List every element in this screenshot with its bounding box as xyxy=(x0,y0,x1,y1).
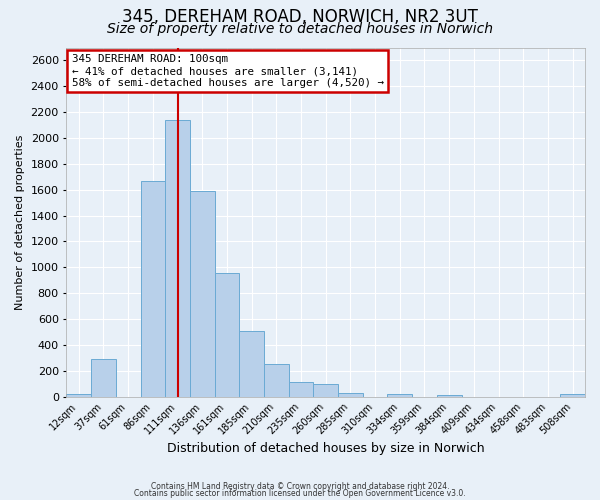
Bar xyxy=(165,120,190,396)
Bar xyxy=(239,332,264,396)
Text: Contains public sector information licensed under the Open Government Licence v3: Contains public sector information licen… xyxy=(134,490,466,498)
Text: 345 DEREHAM ROAD: 100sqm
← 41% of detached houses are smaller (3,141)
58% of sem: 345 DEREHAM ROAD: 100sqm ← 41% of detach… xyxy=(71,54,383,88)
Bar xyxy=(140,180,165,396)
Y-axis label: Number of detached properties: Number of detached properties xyxy=(15,134,25,310)
Text: 345, DEREHAM ROAD, NORWICH, NR2 3UT: 345, DEREHAM ROAD, NORWICH, NR2 3UT xyxy=(122,8,478,26)
Bar xyxy=(560,394,585,396)
Bar xyxy=(437,394,461,396)
X-axis label: Distribution of detached houses by size in Norwich: Distribution of detached houses by size … xyxy=(167,442,485,455)
Bar xyxy=(388,394,412,396)
Bar xyxy=(264,364,289,396)
Bar xyxy=(289,382,313,396)
Bar xyxy=(338,393,363,396)
Text: Contains HM Land Registry data © Crown copyright and database right 2024.: Contains HM Land Registry data © Crown c… xyxy=(151,482,449,491)
Text: Size of property relative to detached houses in Norwich: Size of property relative to detached ho… xyxy=(107,22,493,36)
Bar xyxy=(91,358,116,397)
Bar xyxy=(190,191,215,396)
Bar xyxy=(215,272,239,396)
Bar xyxy=(67,394,91,396)
Bar xyxy=(313,384,338,396)
